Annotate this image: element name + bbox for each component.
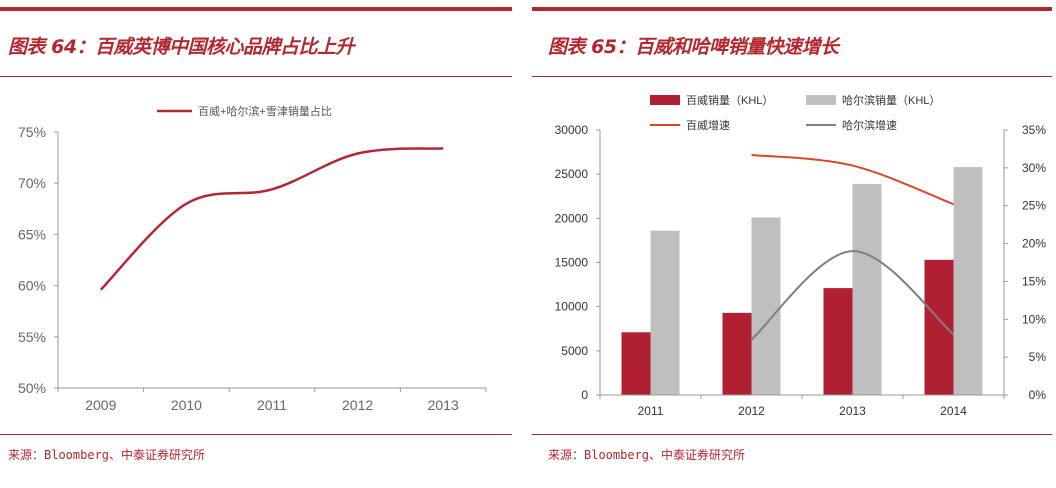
- legend-label: 百威销量（KHL）: [686, 93, 773, 107]
- bar-harbin: [650, 230, 680, 395]
- series-line: [99, 147, 444, 291]
- x-tick-label: 2009: [85, 397, 116, 413]
- x-tick-label: 2012: [738, 404, 765, 418]
- right-y-tick-label: 35%: [1022, 123, 1046, 137]
- left-y-tick-label: 10000: [555, 300, 589, 314]
- x-tick-label: 2014: [940, 404, 967, 418]
- legend-swatch: [650, 95, 680, 105]
- right-y-tick-label: 15%: [1022, 274, 1046, 288]
- y-tick-label: 50%: [18, 380, 46, 396]
- bar-harbin: [953, 167, 983, 395]
- sales-bar-line-chart: 0 5000 10000 15000 20000 25000 30000 0% 5% 10% 15%…: [555, 93, 1047, 418]
- bar-budweiser: [722, 312, 752, 395]
- x-tick-label: 2012: [342, 397, 373, 413]
- left-y-tick-label: 0: [581, 388, 588, 402]
- right-y-tick-label: 20%: [1022, 237, 1046, 251]
- divider: [532, 76, 1052, 77]
- y-tick-label: 65%: [18, 226, 46, 242]
- bar-budweiser: [823, 288, 853, 395]
- left-y-tick-label: 30000: [555, 123, 589, 137]
- x-tick-label: 2011: [257, 397, 287, 413]
- right-y-tick-label: 30%: [1022, 161, 1046, 175]
- source-note: 来源：Bloomberg、中泰证券研究所: [548, 448, 746, 462]
- share-line-chart: 50% 55% 60% 65% 70% 75% 2009 2010 2011 2012 2013 百威…: [18, 104, 487, 413]
- divider: [0, 434, 512, 435]
- top-bar: [532, 7, 1052, 11]
- x-tick-label: 2013: [428, 397, 459, 413]
- legend-label: 百威增速: [686, 118, 730, 132]
- source-note: 来源：Bloomberg、中泰证券研究所: [8, 448, 206, 462]
- left-panel: 图表 64：百威英博中国核心品牌占比上升 50% 55% 60% 65% 70% 75% 2…: [0, 0, 512, 488]
- x-tick-label: 2011: [638, 404, 664, 418]
- x-tick-label: 2013: [839, 404, 866, 418]
- bar-harbin: [852, 183, 882, 395]
- divider: [532, 434, 1052, 435]
- legend-label: 哈尔滨增速: [842, 118, 897, 132]
- bar-budweiser: [621, 332, 651, 395]
- right-panel: 图表 65：百威和哈啤销量快速增长 0 5000 10000 15000 20000 25…: [532, 0, 1052, 488]
- left-y-tick-label: 5000: [561, 344, 588, 358]
- left-y-tick-label: 20000: [555, 211, 589, 225]
- left-y-tick-label: 15000: [555, 256, 589, 270]
- legend-label: 百威+哈尔滨+雪津销量占比: [198, 104, 332, 118]
- bar-budweiser: [924, 259, 954, 395]
- right-y-tick-label: 10%: [1022, 312, 1046, 326]
- right-y-tick-label: 25%: [1022, 199, 1046, 213]
- x-tick-label: 2010: [171, 397, 202, 413]
- top-bar: [0, 7, 512, 11]
- y-tick-label: 60%: [18, 278, 46, 294]
- left-y-tick-label: 25000: [555, 167, 589, 181]
- bar-harbin: [751, 217, 781, 395]
- y-tick-label: 55%: [18, 329, 46, 345]
- right-y-tick-label: 0%: [1029, 388, 1047, 402]
- y-tick-label: 75%: [18, 124, 46, 140]
- right-y-tick-label: 5%: [1029, 350, 1047, 364]
- divider: [0, 76, 512, 77]
- legend-label: 哈尔滨销量（KHL）: [842, 93, 940, 107]
- legend-swatch: [806, 95, 836, 105]
- y-tick-label: 70%: [18, 175, 46, 191]
- chart-title: 图表 64：百威英博中国核心品牌占比上升: [8, 36, 355, 58]
- chart-title: 图表 65：百威和哈啤销量快速增长: [548, 36, 839, 58]
